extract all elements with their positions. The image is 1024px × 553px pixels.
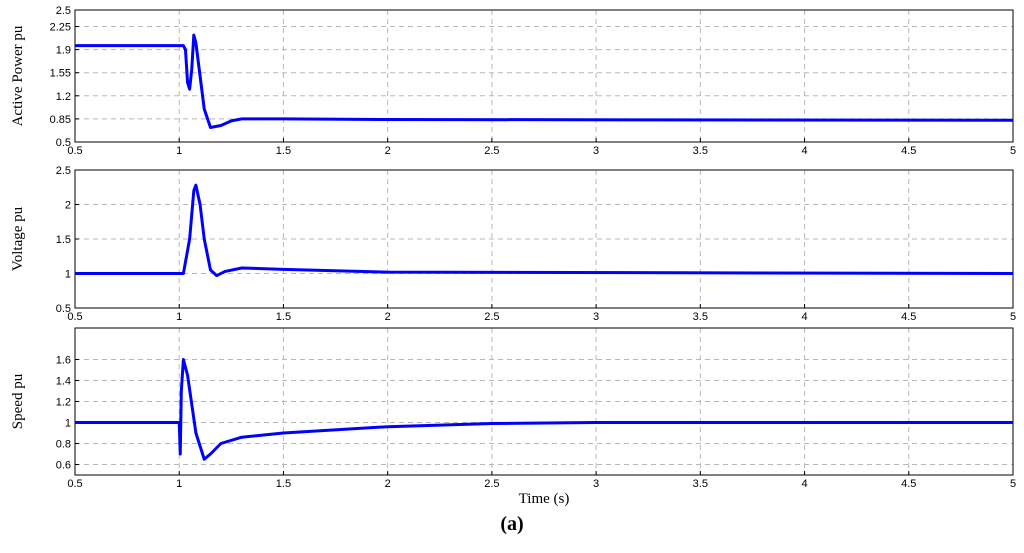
x-tick-label: 0.5 (67, 478, 82, 490)
y-tick-label: 1.55 (50, 68, 71, 80)
plot-frame (74, 327, 1014, 476)
x-tick-label: 2 (385, 478, 391, 490)
y-tick-label: 1 (65, 418, 71, 430)
y-tick-label: 2 (65, 200, 71, 212)
x-tick-label: 1 (176, 478, 182, 490)
plot-frame (74, 169, 1014, 309)
x-tick-label: 1.5 (276, 145, 291, 157)
y-tick-label: 1 (65, 269, 71, 281)
x-tick-label: 2.5 (484, 478, 499, 490)
y-tick-label: 0.5 (56, 137, 71, 149)
y-tick-label: 1.2 (56, 91, 71, 103)
x-tick-label: 5 (1010, 478, 1016, 490)
y-tick-label: 2.5 (56, 5, 71, 17)
x-tick-label: 1.5 (276, 478, 291, 490)
data-line (75, 33, 1014, 129)
y-tick-label: 0.8 (56, 439, 71, 451)
x-tick-label: 3.5 (693, 311, 708, 323)
subplot: 0.5 1 1.5 2 2.5 3 3.5 4 4.5 5 0.5 1 1.5 2 2.5 Voltage p… (10, 165, 1016, 323)
x-tick-label: 2.5 (484, 145, 499, 157)
x-tick-label: 4 (801, 145, 807, 157)
y-axis-label: Voltage pu (10, 206, 26, 271)
x-tick-label: 3 (593, 478, 599, 490)
x-tick-label: 3 (593, 145, 599, 157)
x-tick-label: 2.5 (484, 311, 499, 323)
data-line (75, 358, 1013, 461)
caption: (a) (500, 513, 523, 535)
x-tick-label: 4.5 (901, 311, 916, 323)
y-axis-label: Speed pu (10, 373, 26, 429)
x-tick-label: 4 (801, 311, 807, 323)
y-axis-label: Active Power pu (10, 25, 26, 126)
x-tick-label: 5 (1010, 311, 1016, 323)
plot-frame (74, 9, 1014, 143)
x-tick-label: 1 (176, 311, 182, 323)
x-tick-label: 3 (593, 311, 599, 323)
data-line (75, 183, 1014, 278)
x-tick-label: 3.5 (693, 478, 708, 490)
y-tick-label: 1.5 (56, 234, 71, 246)
x-tick-label: 2 (385, 145, 391, 157)
y-tick-label: 0.6 (56, 460, 71, 472)
x-tick-label: 0.5 (67, 311, 82, 323)
y-tick-label: 1.4 (56, 376, 71, 388)
x-tick-label: 1.5 (276, 311, 291, 323)
y-tick-label: 1.6 (56, 355, 71, 367)
x-tick-label: 0.5 (67, 145, 82, 157)
subplot: 0.5 1 1.5 2 2.5 3 3.5 4 4.5 5 0.6 0.8 1 1.2 1.4 1.6 Spee… (10, 327, 1016, 507)
x-tick-label: 1 (176, 145, 182, 157)
y-tick-label: 0.5 (56, 303, 71, 315)
x-tick-label: 4.5 (901, 145, 916, 157)
subplot: 0.5 1 1.5 2 2.5 3 3.5 4 4.5 5 0.5 0.85 1.2 1.55 1.9 2.2… (10, 5, 1016, 157)
y-tick-label: 1.2 (56, 397, 71, 409)
y-tick-label: 1.9 (56, 45, 71, 57)
x-axis-label: Time (s) (519, 491, 570, 507)
x-tick-label: 4 (801, 478, 807, 490)
x-tick-label: 5 (1010, 145, 1016, 157)
y-tick-label: 2.5 (56, 165, 71, 177)
y-tick-label: 2.25 (50, 22, 71, 34)
y-tick-label: 0.85 (50, 114, 71, 126)
x-tick-label: 2 (385, 311, 391, 323)
x-tick-label: 4.5 (901, 478, 916, 490)
x-tick-label: 3.5 (693, 145, 708, 157)
